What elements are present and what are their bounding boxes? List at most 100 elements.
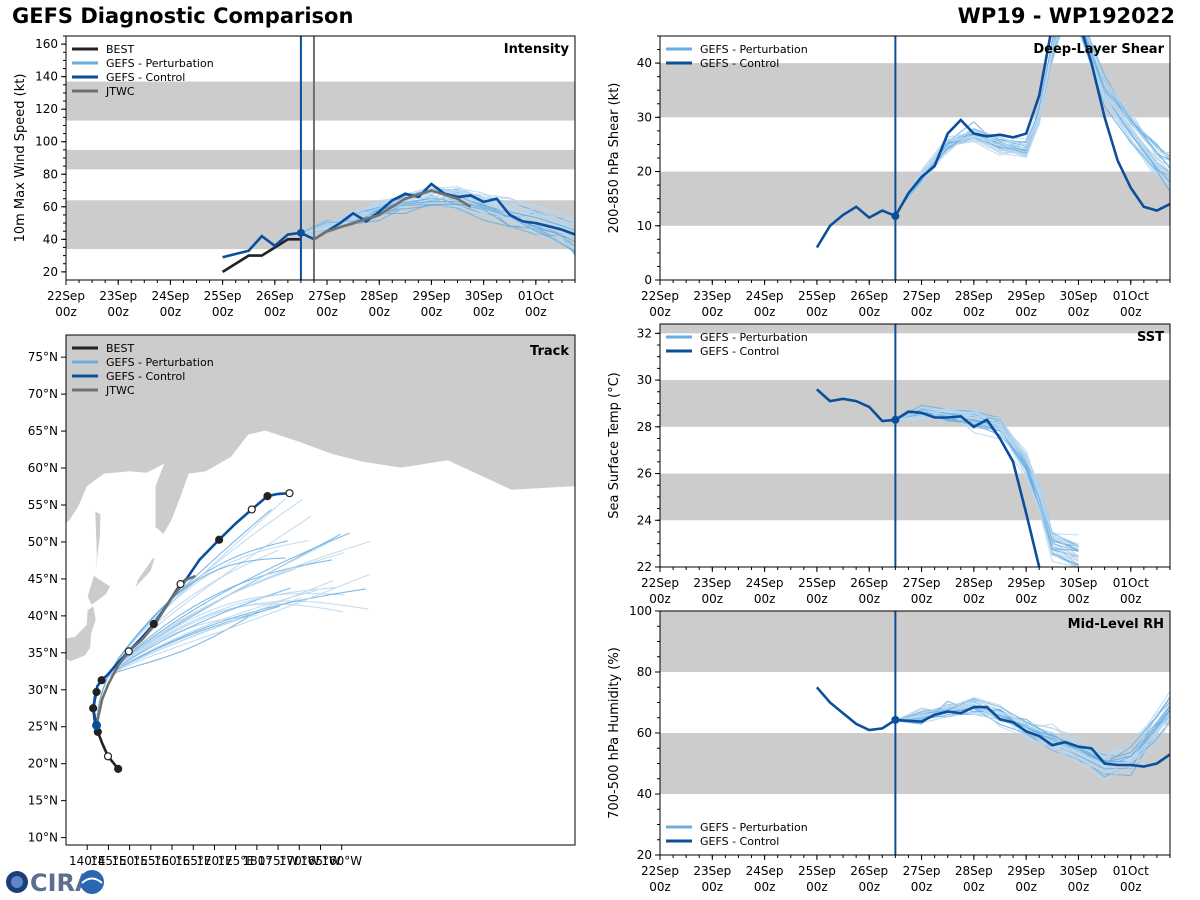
shear-plot-area: [660, 36, 1170, 249]
rh-perturbation-member: [895, 707, 1170, 763]
rh-ytick-label: 20: [637, 848, 652, 862]
shear-perturbation-member: [894, 36, 1170, 216]
intensity-legend-label: GEFS - Perturbation: [106, 57, 214, 70]
rh-xtick-label: 00z: [806, 880, 828, 894]
sst-ytick-label: 30: [637, 373, 652, 387]
track-xtick-label: 160°W: [321, 854, 362, 868]
rh-perturbation-member: [895, 710, 1170, 772]
rh-perturbation-member: [895, 700, 1170, 770]
storm-id-title: WP19 - WP192022: [957, 4, 1175, 28]
sst-xtick-label: 00z: [649, 592, 671, 606]
rh-xtick-label: 24Sep: [746, 864, 784, 878]
intensity-perturbation-member: [300, 203, 575, 248]
shear-xtick-label: 27Sep: [903, 289, 941, 303]
shear-perturbation-member: [894, 36, 1170, 216]
track-jtwc-line: [95, 574, 196, 726]
page-title: GEFS Diagnostic Comparison: [12, 4, 354, 28]
track-ytick-label: 60°N: [28, 461, 58, 475]
track-control-marker: [247, 505, 256, 514]
shear-xtick-label: 01Oct: [1113, 289, 1149, 303]
intensity-ytick-label: 60: [43, 200, 58, 214]
sst-perturbation-member: [895, 404, 1079, 558]
rh-ytick-label: 40: [637, 787, 652, 801]
intensity-xtick-label: 00z: [525, 305, 547, 319]
track-control-marker: [97, 676, 106, 685]
hokkaido-island: [86, 574, 112, 607]
sst-perturbation-member: [895, 410, 1079, 549]
rh-xtick-label: 00z: [702, 880, 724, 894]
rh-xtick-label: 00z: [858, 880, 880, 894]
intensity-perturbation-member: [300, 188, 575, 234]
track-xtick-label: 175°E: [217, 854, 254, 868]
shear-xtick-label: 00z: [1120, 305, 1142, 319]
intensity-xtick-label: 30Sep: [465, 289, 503, 303]
sst-xtick-label: 00z: [1068, 592, 1090, 606]
sst-xtick-label: 25Sep: [798, 576, 836, 590]
shear-perturbation-member: [894, 36, 1170, 216]
intensity-perturbation-member: [300, 197, 575, 243]
shear-ytick-label: 40: [637, 56, 652, 70]
sst-perturbation-member: [895, 409, 1079, 565]
sst-perturbation-member: [895, 411, 1079, 567]
sst-title: SST: [1137, 330, 1164, 345]
shear-perturbation-member: [894, 36, 1170, 216]
rh-perturbation-member: [895, 704, 1170, 761]
intensity-jtwc-line: [313, 189, 472, 241]
rh-perturbation-member: [895, 705, 1170, 762]
rh-perturbation-member: [895, 707, 1170, 778]
sst-perturbation-member: [895, 408, 1079, 547]
shear-perturbation-member: [894, 36, 1170, 216]
rh-xtick-label: 25Sep: [798, 864, 836, 878]
sst-xtick-label: 27Sep: [903, 576, 941, 590]
sst-control-line: [816, 388, 1041, 567]
track-control-marker: [263, 492, 272, 501]
shear-xtick-label: 00z: [806, 305, 828, 319]
track-perturbation-member: [95, 579, 334, 726]
sst-xtick-label: 00z: [1015, 592, 1037, 606]
rh-xtick-label: 28Sep: [955, 864, 993, 878]
intensity-xtick-label: 00z: [421, 305, 443, 319]
track-perturbation-member: [95, 540, 371, 726]
shear-band-0: [660, 171, 1170, 226]
track-control-marker: [149, 619, 158, 629]
shear-ytick-label: 30: [637, 110, 652, 124]
sst-xtick-label: 28Sep: [955, 576, 993, 590]
track-panel: 10°N 15°N 20°N 25°N 30°N 35°N 40°N 45°N 50°N 55°N…: [28, 334, 576, 868]
sst-xtick-label: 29Sep: [1007, 576, 1045, 590]
sst-perturbation-member: [895, 409, 1079, 557]
rh-perturbation-member: [895, 707, 1170, 769]
rh-perturbation-member: [895, 713, 1170, 777]
shear-xtick-label: 30Sep: [1060, 289, 1098, 303]
track-perturbation-member: [95, 592, 345, 726]
intensity-frame: [65, 35, 576, 281]
intensity-perturbation-member: [300, 186, 575, 234]
track-perturbation-member: [95, 608, 263, 726]
rh-band-1: [660, 611, 1170, 672]
shear-xtick-label: 00z: [702, 305, 724, 319]
track-best-marker: [92, 687, 101, 697]
rh-xtick-label: 00z: [911, 880, 933, 894]
shear-title: Deep-Layer Shear: [1033, 42, 1164, 57]
rh-ytick-label: 80: [637, 665, 652, 679]
rh-perturbation-member: [895, 697, 1170, 765]
track-best-marker: [114, 764, 123, 773]
shear-perturbation-member: [894, 36, 1170, 216]
intensity-perturbation-member: [300, 194, 575, 253]
track-control-marker: [215, 535, 224, 544]
intensity-band-2: [66, 81, 575, 121]
shear-xtick-label: 00z: [858, 305, 880, 319]
rh-perturbation-member: [895, 706, 1170, 769]
intensity-panel: 20 40 60 80 100 120 140 160 22Sep 00z 23Sep 00z 24Se…: [13, 35, 576, 319]
track-perturbation-member: [95, 532, 350, 726]
shear-xtick-label: 29Sep: [1007, 289, 1045, 303]
rh-perturbation-member: [895, 696, 1170, 758]
rh-perturbation-member: [895, 690, 1170, 754]
track-title: Track: [530, 344, 569, 359]
sst-xtick-label: 00z: [858, 592, 880, 606]
rh-perturbation-member: [895, 700, 1170, 758]
shear-xtick-label: 28Sep: [955, 289, 993, 303]
intensity-perturbation-member: [300, 189, 575, 237]
shear-perturbation-member: [894, 36, 1170, 216]
sst-ytick-label: 32: [637, 326, 652, 340]
rh-xtick-label: 00z: [1015, 880, 1037, 894]
